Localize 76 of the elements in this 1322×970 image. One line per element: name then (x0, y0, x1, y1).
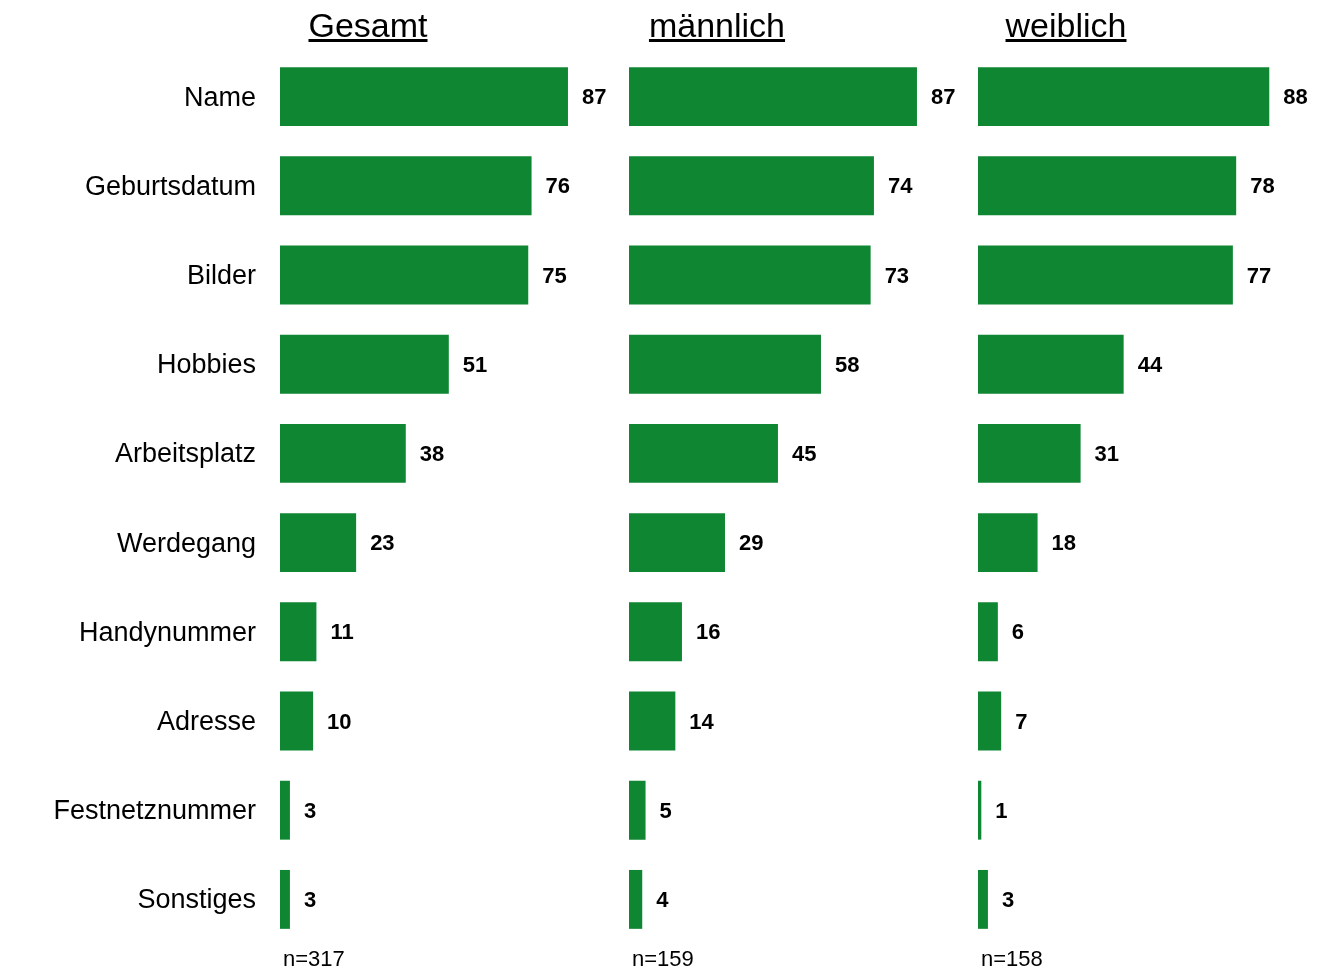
data-label: 16 (695, 619, 721, 645)
data-label: 74 (887, 173, 914, 199)
y-tick-label: Geburtsdatum (84, 170, 256, 201)
bar (280, 334, 449, 394)
y-tick-label: Bilder (186, 260, 257, 290)
data-label: 38 (419, 440, 445, 466)
data-label: 45 (791, 440, 817, 466)
bar (280, 156, 532, 216)
bar (629, 691, 676, 751)
bar (629, 780, 646, 840)
bar (629, 602, 682, 662)
chart-title: Gesamt (308, 6, 428, 45)
data-label: 7 (1015, 708, 1028, 734)
bar (280, 602, 317, 662)
chart-title: männlich (648, 6, 786, 45)
data-label: 76 (545, 173, 571, 199)
y-tick-label: Handynummer (78, 616, 256, 647)
bar (629, 869, 643, 929)
bar (280, 691, 314, 751)
data-label: 88 (1283, 84, 1308, 110)
bar (280, 245, 529, 305)
text: n=159 (632, 946, 694, 970)
data-label: 14 (689, 708, 715, 734)
y-tick-label: Name (183, 81, 256, 112)
bar (629, 334, 821, 394)
bar (629, 245, 871, 305)
data-label: 87 (930, 84, 956, 110)
bar (978, 869, 988, 929)
text: n=158 (981, 946, 1043, 970)
data-label: 44 (1137, 351, 1163, 377)
y-tick-label: Arbeitsplatz (114, 438, 256, 469)
data-label: 10 (327, 708, 352, 734)
data-label: 11 (330, 619, 354, 645)
text: n=317 (283, 946, 345, 970)
bar (629, 423, 778, 483)
bar (280, 869, 290, 929)
bar (629, 156, 874, 216)
bar (978, 513, 1038, 573)
y-tick-label: Adresse (156, 706, 256, 736)
data-label: 77 (1246, 262, 1272, 288)
data-label: 87 (581, 84, 607, 110)
bar (978, 691, 1002, 751)
data-label: 6 (1011, 619, 1025, 645)
data-label: 31 (1094, 440, 1120, 466)
data-label: 51 (462, 351, 488, 377)
bar (978, 67, 1270, 127)
bar (978, 423, 1081, 483)
y-tick-label: Werdegang (116, 527, 256, 558)
bar (978, 245, 1233, 305)
data-label: 18 (1051, 530, 1077, 556)
bar (978, 602, 998, 662)
bar (280, 513, 357, 573)
chart-title: weiblich (1005, 6, 1127, 45)
bar (280, 423, 406, 483)
data-label: 73 (884, 262, 910, 288)
data-label: 75 (542, 262, 567, 288)
data-label: 3 (1001, 886, 1015, 912)
data-label: 3 (303, 886, 317, 912)
y-tick-label: Sonstiges (137, 884, 256, 915)
bar (629, 67, 917, 127)
data-label: 1 (995, 797, 1008, 823)
y-tick-label: Hobbies (156, 349, 256, 380)
bar (629, 513, 725, 573)
data-label: 29 (738, 530, 764, 556)
data-label: 78 (1250, 173, 1275, 199)
data-label: 5 (659, 797, 672, 823)
bar (280, 67, 568, 127)
data-label: 4 (656, 886, 670, 912)
y-tick-label: Festnetznummer (53, 795, 256, 826)
bar (978, 156, 1237, 216)
data-label: 23 (370, 530, 395, 556)
data-label: 3 (303, 797, 317, 823)
bar (978, 780, 982, 840)
bar (978, 334, 1124, 394)
data-label: 58 (834, 351, 860, 377)
bar (280, 780, 290, 840)
